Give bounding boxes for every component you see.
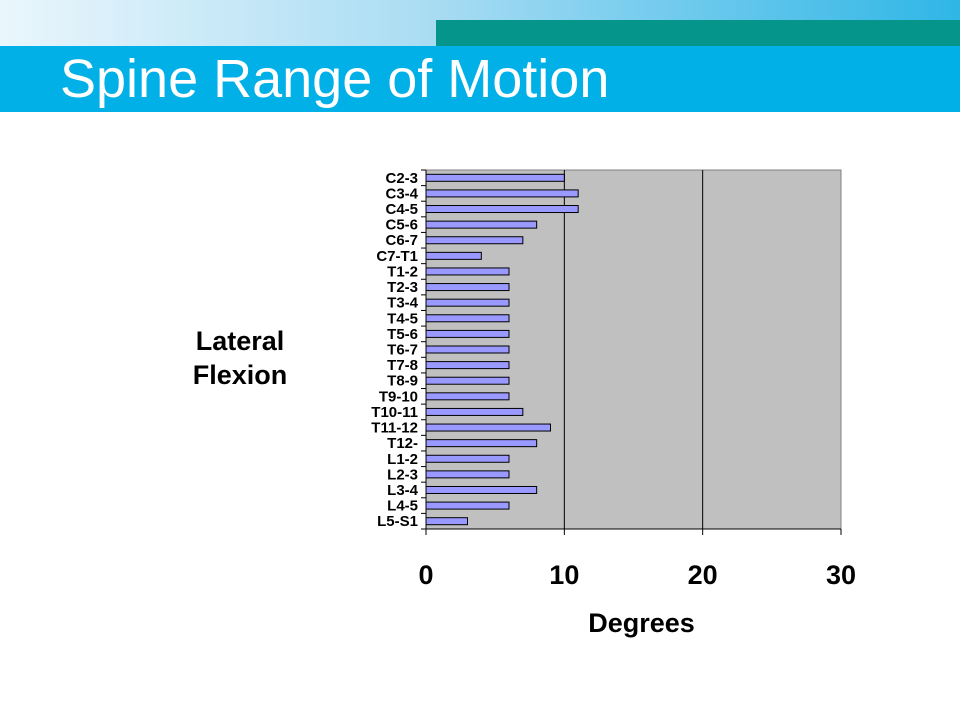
category-label-t10-11: T10-11 bbox=[371, 404, 418, 421]
bar-t1-2 bbox=[425, 267, 510, 276]
category-label-l1-2: L1-2 bbox=[387, 451, 418, 468]
category-label-t6-7: T6-7 bbox=[387, 342, 418, 359]
category-label-t2-3: T2-3 bbox=[387, 279, 418, 296]
category-label-t3-4: T3-4 bbox=[387, 295, 419, 312]
bar-c6-7 bbox=[425, 236, 524, 245]
chart-side-label: Lateral Flexion bbox=[150, 324, 330, 392]
category-label-l3-4: L3-4 bbox=[387, 482, 419, 499]
bar-l3-4 bbox=[425, 485, 538, 494]
side-label-line-2: Flexion bbox=[192, 360, 288, 390]
bar-l1-2 bbox=[425, 454, 510, 463]
category-label-c5-6: C5-6 bbox=[385, 217, 418, 234]
bar-t10-11 bbox=[425, 407, 524, 416]
bar-t2-3 bbox=[425, 283, 510, 292]
category-label-t11-12: T11-12 bbox=[371, 420, 418, 437]
category-label-l5-s1: L5-S1 bbox=[377, 513, 418, 530]
category-label-c2-3: C2-3 bbox=[385, 170, 418, 187]
category-label-t5-6: T5-6 bbox=[387, 326, 418, 343]
bar-t3-4 bbox=[425, 298, 510, 307]
category-label-t9-10: T9-10 bbox=[379, 388, 418, 405]
category-label-l2-3: L2-3 bbox=[387, 466, 418, 483]
bar-t5-6 bbox=[425, 329, 510, 338]
x-tick-label-20: 20 bbox=[688, 560, 718, 590]
header-accent-stripe bbox=[436, 20, 960, 46]
bar-c4-5 bbox=[425, 205, 579, 214]
category-label-t1-2: T1-2 bbox=[387, 263, 418, 280]
bar-c2-3 bbox=[425, 173, 565, 182]
side-label-line-1: Lateral bbox=[195, 326, 285, 356]
bar-t6-7 bbox=[425, 345, 510, 354]
x-tick-label-0: 0 bbox=[418, 560, 433, 590]
bar-t7-8 bbox=[425, 361, 510, 370]
bar-t4-5 bbox=[425, 314, 510, 323]
gridlines bbox=[563, 170, 704, 529]
bar-l5-s1 bbox=[425, 517, 468, 526]
category-label-c4-5: C4-5 bbox=[385, 201, 418, 218]
category-label-c7-t1: C7-T1 bbox=[376, 248, 418, 265]
category-label-t7-8: T7-8 bbox=[387, 357, 418, 374]
bar-t12 bbox=[425, 439, 538, 448]
x-tick-label-30: 30 bbox=[826, 560, 856, 590]
category-label-t8-9: T8-9 bbox=[387, 373, 418, 390]
category-label-c3-4: C3-4 bbox=[385, 185, 418, 202]
bar-t9-10 bbox=[425, 392, 510, 401]
x-tick-label-10: 10 bbox=[549, 560, 579, 590]
axes bbox=[421, 169, 842, 535]
title-band bbox=[0, 46, 960, 112]
category-labels: C2-3C3-4C4-5C5-6C6-7C7-T1T1-2T2-3T3-4T4-… bbox=[371, 170, 418, 530]
category-label-l4-5: L4-5 bbox=[387, 498, 418, 515]
slide-title: Spine Range of Motion bbox=[60, 49, 610, 109]
bar-c7-t1 bbox=[425, 251, 482, 260]
bar-t11-12 bbox=[425, 423, 551, 432]
category-label-c6-7: C6-7 bbox=[385, 232, 418, 249]
bar-l2-3 bbox=[425, 470, 510, 479]
bar-l4-5 bbox=[425, 501, 510, 510]
tick-labels: 0 10 20 30 bbox=[418, 560, 856, 590]
bars bbox=[425, 173, 579, 526]
x-axis-title: Degrees bbox=[588, 608, 695, 638]
bar-t8-9 bbox=[425, 376, 510, 385]
category-label-t4-5: T4-5 bbox=[387, 310, 418, 327]
bar-c3-4 bbox=[425, 189, 579, 198]
bar-c5-6 bbox=[425, 220, 538, 229]
category-label-t12: T12- bbox=[387, 435, 418, 452]
